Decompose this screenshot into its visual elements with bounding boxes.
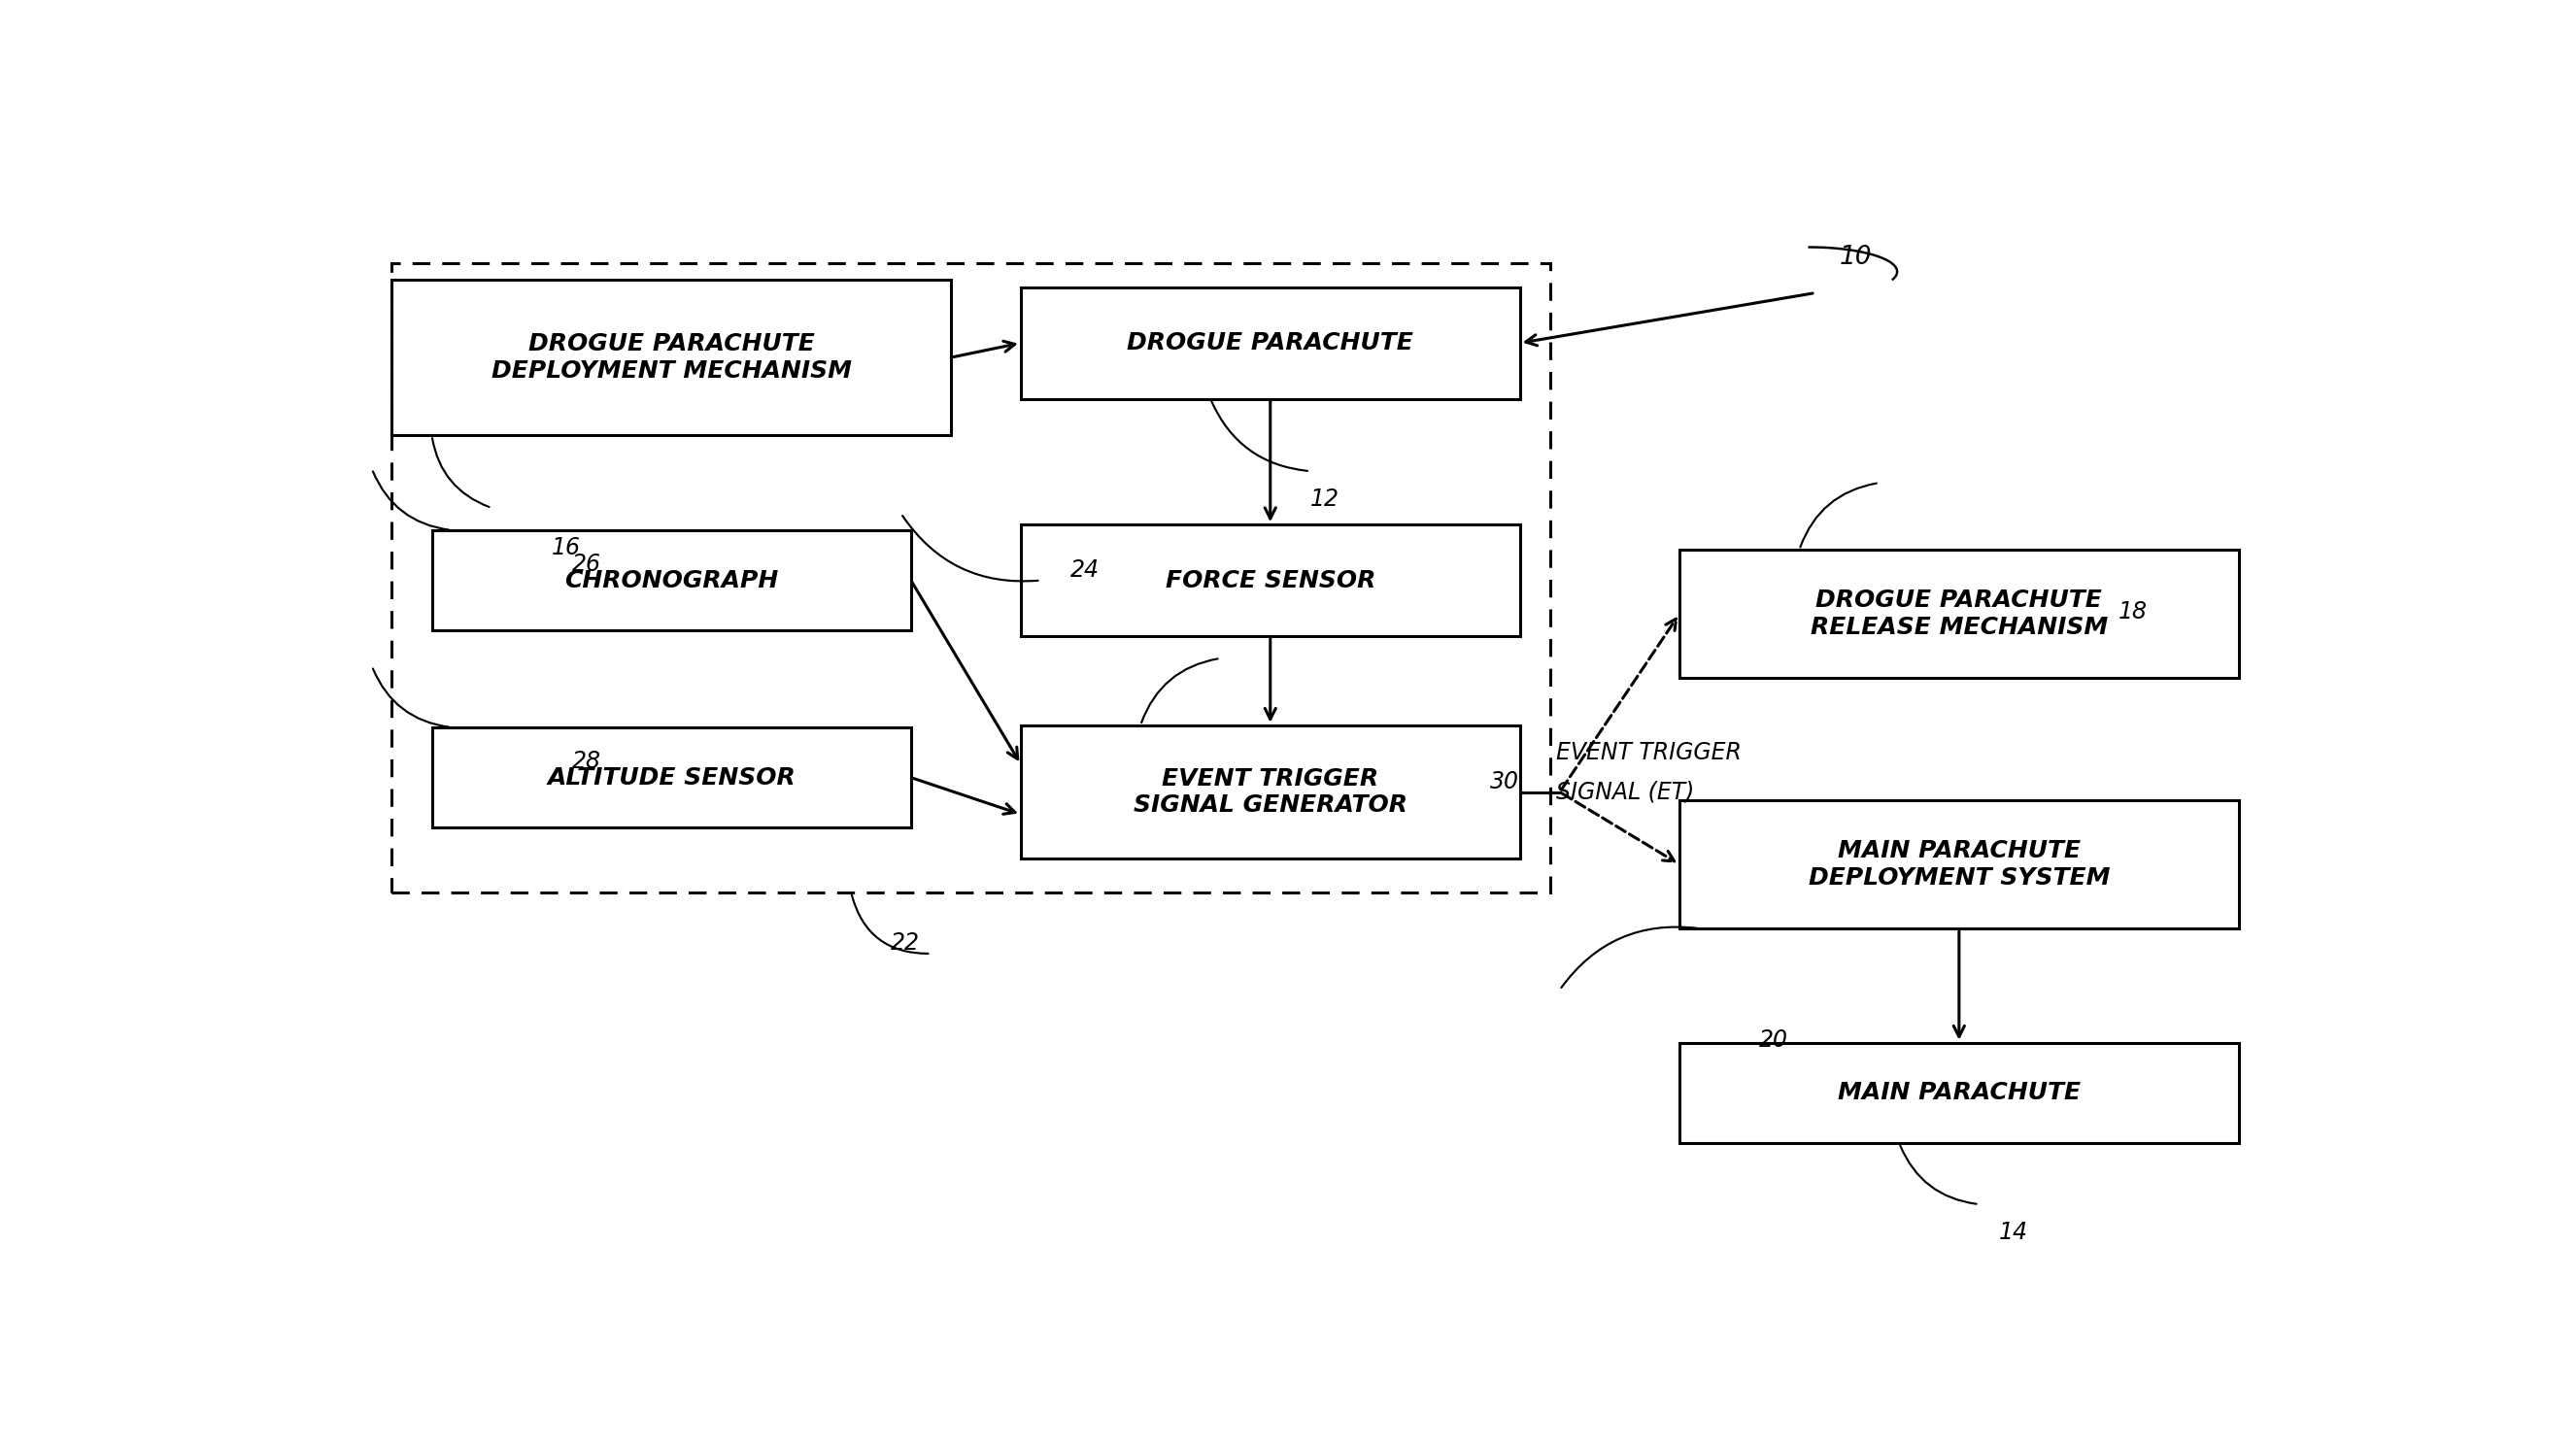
Text: 18: 18 — [2117, 601, 2148, 624]
Text: 30: 30 — [1489, 770, 1520, 793]
Text: DROGUE PARACHUTE
RELEASE MECHANISM: DROGUE PARACHUTE RELEASE MECHANISM — [1811, 589, 2107, 640]
FancyBboxPatch shape — [392, 279, 951, 436]
Text: DROGUE PARACHUTE
DEPLOYMENT MECHANISM: DROGUE PARACHUTE DEPLOYMENT MECHANISM — [492, 333, 853, 382]
Text: ALTITUDE SENSOR: ALTITUDE SENSOR — [546, 765, 796, 789]
FancyBboxPatch shape — [1680, 1043, 2239, 1143]
Text: MAIN PARACHUTE: MAIN PARACHUTE — [1837, 1081, 2081, 1104]
Text: 14: 14 — [1999, 1221, 2027, 1244]
Text: 12: 12 — [1311, 488, 1340, 511]
Text: SIGNAL (ET): SIGNAL (ET) — [1556, 780, 1695, 803]
Text: CHRONOGRAPH: CHRONOGRAPH — [564, 569, 778, 592]
Text: MAIN PARACHUTE
DEPLOYMENT SYSTEM: MAIN PARACHUTE DEPLOYMENT SYSTEM — [1808, 839, 2110, 890]
FancyBboxPatch shape — [433, 728, 912, 828]
Text: 20: 20 — [1759, 1029, 1788, 1052]
Text: 24: 24 — [1072, 559, 1100, 582]
Text: 26: 26 — [572, 553, 600, 576]
FancyBboxPatch shape — [1680, 800, 2239, 929]
FancyBboxPatch shape — [1020, 725, 1520, 860]
FancyBboxPatch shape — [433, 530, 912, 631]
Text: 28: 28 — [572, 750, 600, 773]
Text: 22: 22 — [891, 932, 920, 955]
Text: DROGUE PARACHUTE: DROGUE PARACHUTE — [1128, 331, 1414, 355]
Text: EVENT TRIGGER: EVENT TRIGGER — [1556, 741, 1741, 764]
Text: 10: 10 — [1839, 245, 1873, 269]
FancyBboxPatch shape — [1020, 525, 1520, 637]
Text: FORCE SENSOR: FORCE SENSOR — [1164, 569, 1376, 592]
FancyBboxPatch shape — [1020, 288, 1520, 399]
Bar — [392, 263, 1551, 893]
Text: EVENT TRIGGER
SIGNAL GENERATOR: EVENT TRIGGER SIGNAL GENERATOR — [1133, 767, 1406, 818]
Text: 16: 16 — [551, 535, 580, 559]
FancyBboxPatch shape — [1680, 550, 2239, 677]
